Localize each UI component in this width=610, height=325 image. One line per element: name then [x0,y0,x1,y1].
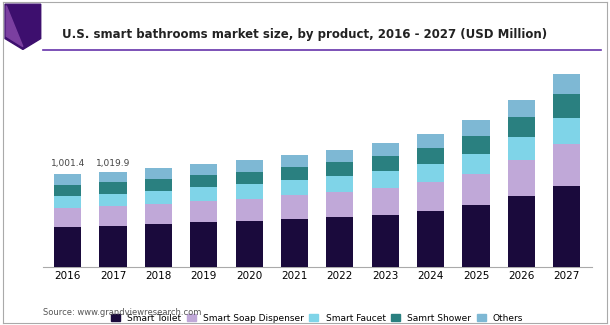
Bar [553,118,580,144]
Text: 1,019.9: 1,019.9 [96,159,130,168]
Legend: Smart Toilet, Smart Soap Dispenser, Smart Faucet, Samrt Shower, Others: Smart Toilet, Smart Soap Dispenser, Smar… [111,314,523,323]
Bar [417,211,444,266]
Bar [145,191,172,204]
Bar [99,194,127,206]
Bar [417,164,444,182]
Bar [553,74,580,94]
Bar [553,186,580,266]
Bar [235,160,263,172]
Bar [508,196,535,266]
Bar [462,154,490,174]
Bar [54,185,81,196]
Bar [371,188,399,214]
Bar [462,120,490,136]
Bar [54,208,81,227]
Bar [190,164,217,175]
Bar [235,184,263,199]
Bar [281,195,308,219]
Bar [326,162,354,176]
Bar [553,94,580,118]
Bar [326,192,354,217]
Bar [326,150,354,162]
Bar [371,171,399,188]
Bar [462,205,490,266]
Bar [462,136,490,154]
Bar [371,156,399,171]
Bar [281,219,308,266]
Bar [508,100,535,117]
Bar [326,217,354,266]
Bar [417,148,444,164]
Bar [281,167,308,180]
Bar [235,172,263,184]
Bar [417,134,444,148]
Polygon shape [5,4,41,49]
Bar [326,176,354,192]
Bar [508,160,535,196]
Text: U.S. smart bathrooms market size, by product, 2016 - 2027 (USD Million): U.S. smart bathrooms market size, by pro… [62,28,548,41]
Bar [508,117,535,137]
Bar [281,180,308,195]
Bar [145,224,172,266]
Bar [508,137,535,160]
Bar [417,182,444,211]
Bar [553,144,580,186]
Bar [145,179,172,191]
Bar [99,172,127,182]
Bar [462,174,490,205]
Bar [54,174,81,185]
Bar [235,199,263,221]
Bar [99,226,127,266]
Bar [190,175,217,187]
Bar [190,187,217,201]
Bar [281,155,308,167]
Polygon shape [6,6,23,46]
Bar [235,221,263,266]
Bar [371,214,399,266]
Text: 1,001.4: 1,001.4 [51,159,85,168]
Text: Source: www.grandviewresearch.com: Source: www.grandviewresearch.com [43,308,201,317]
Bar [190,222,217,266]
Bar [145,204,172,224]
Bar [145,168,172,179]
Bar [99,206,127,226]
Bar [371,143,399,156]
Bar [54,227,81,266]
Bar [54,196,81,208]
Bar [190,201,217,222]
Bar [99,182,127,194]
